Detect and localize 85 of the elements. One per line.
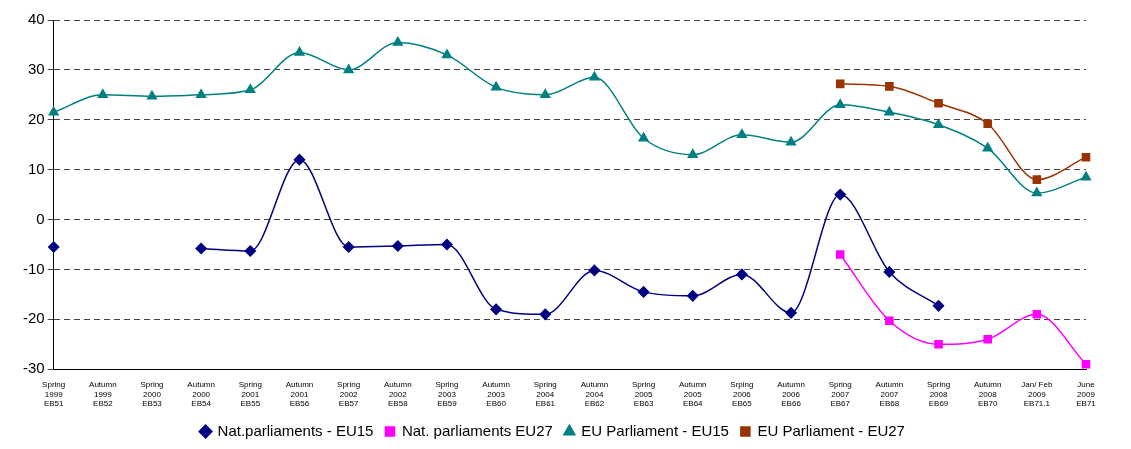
point <box>244 245 257 257</box>
point <box>883 266 896 278</box>
point <box>294 46 305 56</box>
x-tick-label: Autumn 2004 EB62 <box>580 380 609 409</box>
x-tick-label: Autumn 2001 EB56 <box>285 380 314 409</box>
point <box>1032 175 1042 184</box>
point <box>540 89 551 99</box>
legend-label: EU Parliament - EU27 <box>757 421 905 439</box>
point <box>687 148 698 158</box>
point <box>1081 359 1091 369</box>
x-tick-label: Spring 1999 EB51 <box>42 380 66 409</box>
x-tick-label: Autumn 2005 EB64 <box>678 380 707 409</box>
point <box>934 99 943 108</box>
x-tick-label: Spring 2003 EB59 <box>435 380 459 409</box>
point <box>392 36 403 46</box>
point <box>441 49 453 59</box>
point <box>736 128 747 138</box>
point <box>97 89 108 99</box>
point <box>491 81 502 91</box>
point <box>982 142 993 152</box>
point <box>293 153 306 166</box>
point <box>885 82 894 91</box>
x-tick-label: Spring 2005 EB63 <box>632 380 656 409</box>
point <box>638 132 649 142</box>
legend-label: EU Parliament - EU15 <box>581 421 729 439</box>
point <box>785 307 797 319</box>
point <box>637 286 650 298</box>
point <box>588 264 601 277</box>
point <box>490 303 502 316</box>
point <box>441 238 453 251</box>
x-tick-label: Autumn 2008 EB70 <box>973 380 1002 409</box>
y-tick-label: 40 <box>27 10 45 28</box>
point <box>539 308 552 321</box>
point <box>589 71 600 81</box>
point <box>342 241 355 253</box>
point <box>834 188 846 201</box>
point <box>1081 152 1091 162</box>
point <box>835 79 845 89</box>
x-tick-label: Spring 2001 EB55 <box>238 380 262 409</box>
point <box>983 334 992 344</box>
point <box>343 64 354 74</box>
x-tick-label: Spring 2000 EB53 <box>140 380 164 409</box>
point <box>785 136 797 146</box>
point <box>195 242 207 255</box>
point <box>884 106 895 116</box>
point <box>245 84 256 94</box>
x-tick-label: Autumn 2000 EB54 <box>187 380 215 409</box>
x-tick-label: Jan/ Feb 2009 EB71.1 <box>1021 380 1053 409</box>
y-tick-label: -10 <box>22 259 45 277</box>
x-tick-label: Spring 2002 EB57 <box>337 380 361 409</box>
point <box>835 99 846 109</box>
y-tick-label: 0 <box>36 209 45 227</box>
x-tick-label: Spring 2004 EB61 <box>533 380 557 409</box>
point <box>835 250 845 259</box>
point <box>983 119 992 129</box>
x-tick-label: Autumn 1999 EB52 <box>89 380 117 409</box>
y-tick-label: 20 <box>27 109 45 127</box>
legend-label: Nat.parliaments - EU15 <box>217 421 374 439</box>
x-tick-label: Autumn 2007 EB68 <box>875 380 904 409</box>
y-tick-label: -30 <box>22 359 45 377</box>
point <box>1080 171 1092 181</box>
x-tick-label: Srping 2006 EB65 <box>730 380 754 409</box>
point <box>686 290 699 302</box>
y-tick-label: -20 <box>22 309 45 327</box>
x-tick-label: Autumn 2006 EB66 <box>777 380 805 409</box>
point <box>47 241 60 253</box>
point <box>933 119 944 129</box>
point <box>1032 310 1042 319</box>
x-tick-label: Spring 2007 EB67 <box>828 380 852 409</box>
x-tick-label: June 2009 EB71 <box>1076 380 1097 409</box>
point <box>1031 187 1042 197</box>
y-tick-label: 30 <box>27 60 45 78</box>
point <box>196 89 207 99</box>
point <box>934 339 943 349</box>
legend-label: Nat. parliaments EU27 <box>401 421 553 439</box>
x-tick-label: Spring 2008 EB69 <box>926 380 951 409</box>
point <box>885 316 894 326</box>
x-tick-label: Autumn 2002 EB58 <box>384 380 412 409</box>
y-tick-label: 10 <box>27 159 45 177</box>
point <box>736 268 748 281</box>
point <box>392 240 404 252</box>
x-tick-label: Autumn 2003 EB60 <box>482 380 510 409</box>
point <box>146 90 158 100</box>
point <box>48 106 59 116</box>
point <box>932 300 945 312</box>
